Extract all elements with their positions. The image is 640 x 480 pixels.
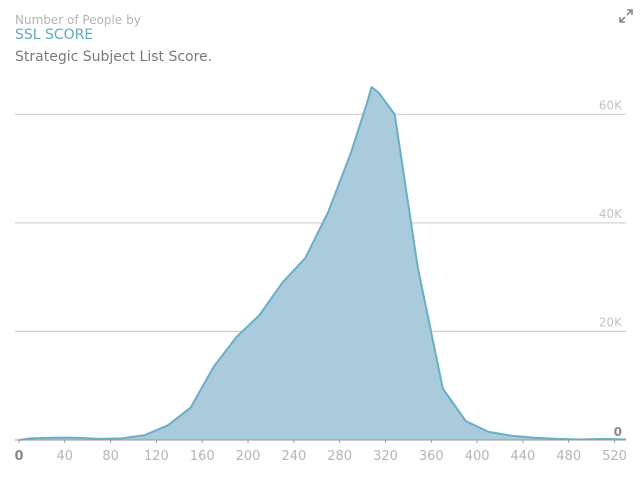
- x-tick-label: 80: [102, 449, 119, 464]
- x-tick-label: 360: [419, 449, 444, 464]
- x-tick-label: 400: [465, 449, 490, 464]
- y-tick-label: 20K: [599, 315, 623, 329]
- y-tick-label: 40K: [599, 207, 623, 221]
- x-tick-label: 440: [511, 449, 536, 464]
- x-tick-label: 120: [144, 449, 169, 464]
- x-tick-label: 40: [57, 449, 74, 464]
- area-line: [18, 86, 627, 441]
- expand-icon-glyph: [619, 9, 633, 23]
- x-tick-label: 160: [190, 449, 215, 464]
- x-tick-label: 200: [236, 449, 261, 464]
- expand-icon[interactable]: [618, 8, 634, 24]
- y-tick-label: 0: [614, 425, 622, 439]
- x-tick-label: 520: [602, 449, 627, 464]
- chart-overline: Number of People by: [15, 13, 141, 27]
- x-tick-label: 320: [373, 449, 398, 464]
- x-tick-label: 0: [14, 449, 23, 464]
- chart-description: Strategic Subject List Score.: [15, 49, 213, 65]
- chart-title: SSL SCORE: [15, 27, 94, 43]
- x-tick-label: 480: [556, 449, 581, 464]
- y-tick-label: 60K: [599, 98, 623, 112]
- x-tick-label: 280: [327, 449, 352, 464]
- area-fill: [19, 87, 626, 440]
- x-tick-label: 240: [281, 449, 306, 464]
